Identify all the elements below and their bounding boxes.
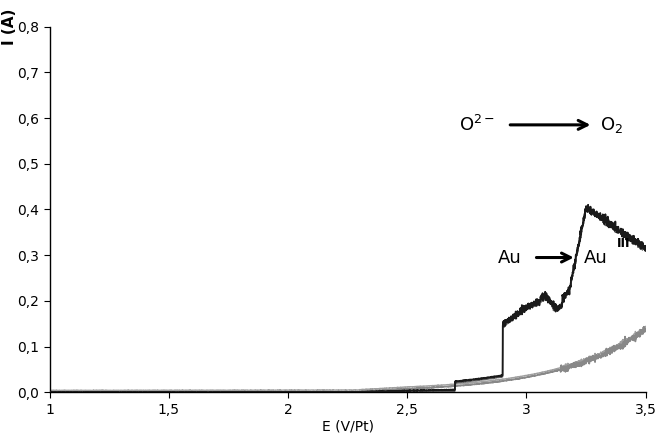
Text: Au: Au bbox=[498, 248, 522, 267]
Text: Au: Au bbox=[584, 248, 608, 267]
Text: $\mathregular{O}^{2-}$: $\mathregular{O}^{2-}$ bbox=[460, 115, 495, 135]
X-axis label: E (V/Pt): E (V/Pt) bbox=[322, 419, 374, 434]
Text: III: III bbox=[617, 237, 630, 250]
Text: $\mathregular{O}_2$: $\mathregular{O}_2$ bbox=[600, 115, 624, 135]
Text: I (A): I (A) bbox=[2, 8, 17, 45]
